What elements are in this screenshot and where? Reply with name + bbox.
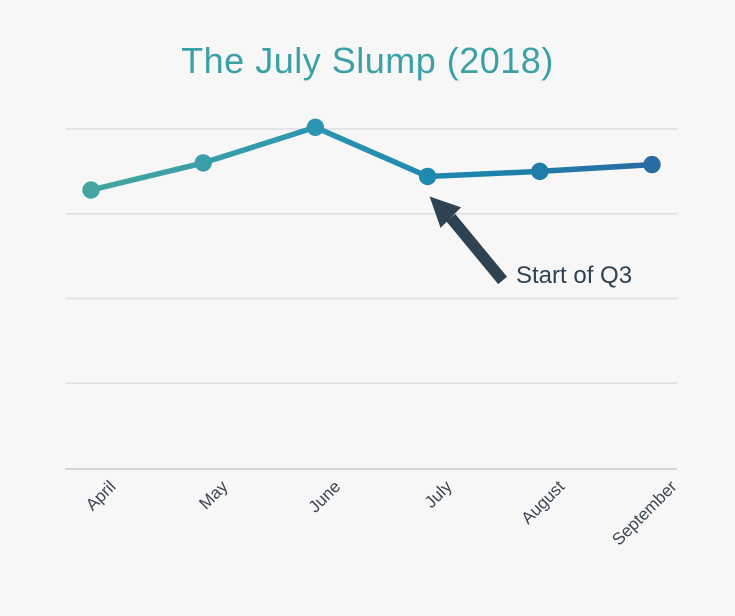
data-point-september — [643, 155, 661, 174]
data-point-april — [82, 181, 100, 199]
data-point-may — [194, 154, 212, 172]
annotation-arrow-shaft — [446, 214, 508, 285]
data-point-july — [418, 167, 437, 186]
annotation-arrow-head — [429, 196, 462, 228]
annotation-label: Start of Q3 — [516, 262, 633, 289]
data-point-june — [306, 118, 325, 137]
data-point-august — [531, 162, 549, 181]
data-line — [88, 124, 655, 193]
chart-title: The July Slump (2018) — [181, 40, 554, 81]
